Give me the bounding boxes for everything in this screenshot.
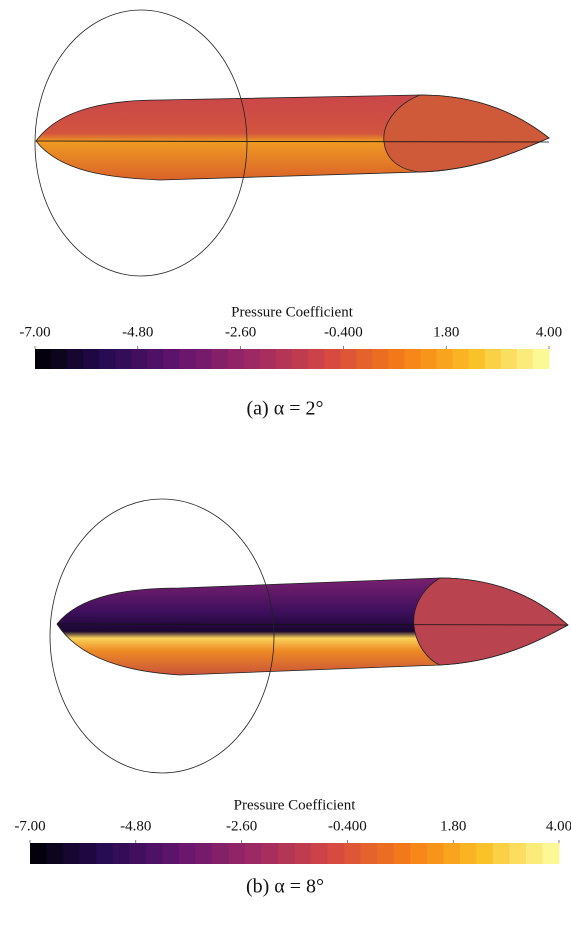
colorbar-swatch	[99, 349, 116, 369]
colorbar-tick-label: 4.00	[536, 324, 562, 340]
colorbar-swatch	[195, 843, 212, 864]
colorbar-swatch	[517, 349, 534, 369]
colorbar-swatch	[260, 349, 277, 369]
colorbar-swatch	[460, 843, 477, 864]
colorbar-swatch	[388, 349, 405, 369]
colorbar-swatch	[542, 843, 559, 864]
colorbar-swatch	[244, 349, 261, 369]
colorbar-swatch	[443, 843, 460, 864]
colorbar-swatch	[179, 843, 196, 864]
colorbar-tick-label: 1.80	[440, 818, 466, 834]
colorbar-swatch	[30, 843, 47, 864]
colorbar-swatch	[67, 349, 84, 369]
colorbar-swatch	[509, 843, 526, 864]
colorbar-swatch	[261, 843, 278, 864]
colorbar-tick-label: -0.400	[324, 324, 363, 340]
colorbar-swatch	[485, 349, 502, 369]
colorbar-swatch	[228, 843, 245, 864]
colorbar-swatch	[324, 349, 341, 369]
colorbar-swatch	[410, 843, 427, 864]
colorbar-swatch	[404, 349, 421, 369]
colorbar-tick-label: -7.00	[14, 818, 45, 834]
colorbar-swatch	[476, 843, 493, 864]
colorbar-tick-label: -2.60	[226, 818, 257, 834]
colorbar-swatch	[113, 843, 130, 864]
colorbar-swatch	[469, 349, 486, 369]
colorbar-swatch	[292, 349, 309, 369]
colorbar-swatch	[427, 843, 444, 864]
colorbar-swatch	[212, 349, 229, 369]
colorbar-swatch	[196, 349, 213, 369]
colorbar-swatch	[164, 349, 181, 369]
colorbar-tick-label: -4.80	[122, 324, 153, 340]
end-cap	[384, 95, 549, 172]
caption: (b) α = 8°	[246, 876, 324, 898]
colorbar-swatch	[147, 349, 164, 369]
colorbar-swatch	[162, 843, 179, 864]
colorbar-tick-label: -7.00	[19, 324, 50, 340]
colorbar-swatch	[129, 843, 146, 864]
colorbar-swatch	[115, 349, 132, 369]
colorbar-swatch	[212, 843, 229, 864]
colorbar-swatch	[47, 843, 64, 864]
colorbar-swatch	[146, 843, 163, 864]
colorbar-swatch	[377, 843, 394, 864]
colorbar-swatch	[35, 349, 52, 369]
colorbar-swatch	[96, 843, 113, 864]
colorbar-swatch	[421, 349, 438, 369]
colorbar-swatch	[278, 843, 295, 864]
colorbar-swatch	[180, 349, 197, 369]
colorbar-swatch	[131, 349, 148, 369]
colorbar-swatch	[493, 843, 510, 864]
colorbar-swatch	[356, 349, 373, 369]
caption: (a) α = 2°	[247, 398, 324, 420]
colorbar-swatch	[311, 843, 328, 864]
colorbar-swatch	[63, 843, 80, 864]
colorbar-tick-label: -4.80	[120, 818, 151, 834]
colorbar-swatch	[340, 349, 357, 369]
colorbar-swatch	[83, 349, 100, 369]
colorbar-swatch	[51, 349, 68, 369]
colorbar-tick-label: 1.80	[433, 324, 459, 340]
colorbar-swatch	[245, 843, 262, 864]
colorbar-title: Pressure Coefficient	[231, 304, 354, 320]
colorbar-swatch	[501, 349, 518, 369]
colorbar-swatch	[361, 843, 378, 864]
colorbar-swatch	[328, 843, 345, 864]
colorbar-tick-label: -0.400	[328, 818, 367, 834]
colorbar-swatch	[394, 843, 411, 864]
end-cap	[414, 578, 568, 665]
colorbar-swatch	[533, 349, 550, 369]
colorbar-swatch	[80, 843, 97, 864]
colorbar-swatch	[344, 843, 361, 864]
colorbar-swatch	[276, 349, 293, 369]
colorbar-swatch	[453, 349, 470, 369]
colorbar-swatch	[437, 349, 454, 369]
colorbar-swatch	[308, 349, 325, 369]
colorbar-swatch	[372, 349, 389, 369]
colorbar-swatch	[526, 843, 543, 864]
colorbar-swatch	[228, 349, 245, 369]
figure: Pressure Coefficient -7.00 -4.80 -2.60 -0.40…	[0, 0, 571, 928]
colorbar-swatch	[295, 843, 312, 864]
colorbar-tick-label: 4.00	[546, 818, 571, 834]
colorbar-tick-label: -2.60	[225, 324, 256, 340]
colorbar-title: Pressure Coefficient	[234, 797, 357, 813]
